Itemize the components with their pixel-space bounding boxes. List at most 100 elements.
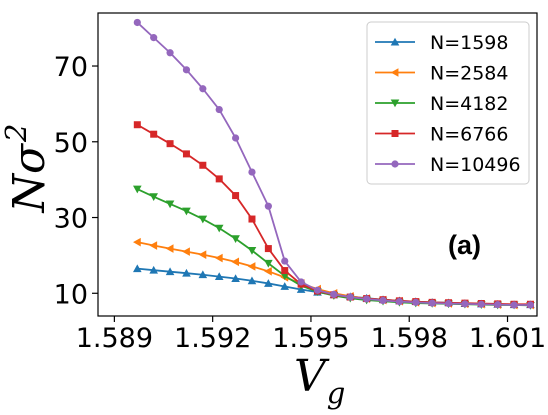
data-point-N=2584-8 <box>264 267 272 276</box>
legend-label: N=1598 <box>430 32 509 54</box>
data-point-N=4182-6 <box>231 235 240 244</box>
data-point-N=1598-0 <box>133 264 142 273</box>
y-tick-label: 70 <box>54 52 88 83</box>
data-point-N=6766-8 <box>264 245 272 253</box>
legend-label: N=10496 <box>430 154 521 176</box>
data-point-N=2584-1 <box>149 241 158 250</box>
data-point-N=10496-14 <box>363 295 371 303</box>
legend-swatch-marker <box>391 130 399 137</box>
data-point-N=1598-9 <box>280 282 290 290</box>
data-point-N=10496-21 <box>477 300 485 308</box>
data-point-N=10496-12 <box>330 290 338 299</box>
svg-text:Vg: Vg <box>294 351 345 410</box>
data-point-N=10496-6 <box>231 134 240 142</box>
data-point-N=4182-3 <box>182 207 191 216</box>
legend-swatch-marker <box>390 99 400 108</box>
data-point-N=6766-3 <box>182 150 190 158</box>
data-point-N=10496-1 <box>150 34 158 42</box>
y-tick-label: 10 <box>54 279 88 310</box>
data-point-N=10496-22 <box>494 301 502 309</box>
data-point-N=1598-2 <box>165 267 175 276</box>
data-point-N=1598-7 <box>247 276 257 285</box>
legend-label: N=2584 <box>430 63 509 85</box>
data-point-N=1598-4 <box>198 270 208 279</box>
data-point-N=10496-17 <box>412 298 420 306</box>
data-point-N=6766-2 <box>166 140 174 148</box>
data-point-N=4182-1 <box>149 193 158 201</box>
x-tick-label: 1.598 <box>371 323 448 354</box>
ticks-layer: 1.589 1.592 1.595 1.598 1.601 10 30 50 70 <box>54 52 547 354</box>
data-point-N=10496-8 <box>264 202 272 210</box>
data-point-N=1598-8 <box>264 279 273 287</box>
y-axis-label-superscript: 2 <box>0 124 33 143</box>
y-tick-label: 50 <box>54 128 88 159</box>
data-point-N=6766-7 <box>248 215 256 223</box>
svg-text:Nσ2: Nσ2 <box>0 124 55 214</box>
x-axis-label-subscript: g <box>327 376 346 410</box>
legend: N=1598 N=2584 N=4182 N=6766 N=10496 <box>366 21 530 185</box>
legend-item-N=2584: N=2584 <box>375 63 509 85</box>
legend-item-N=10496: N=10496 <box>375 154 521 176</box>
data-point-N=4182-5 <box>214 224 224 233</box>
data-point-N=6766-6 <box>232 192 240 200</box>
legend-label: N=4182 <box>430 93 509 115</box>
data-point-N=1598-6 <box>231 274 240 282</box>
series-N=1598 <box>133 264 535 309</box>
data-point-N=4182-0 <box>133 185 142 194</box>
data-point-N=4182-7 <box>247 247 257 255</box>
data-point-N=2584-5 <box>214 253 223 263</box>
data-point-N=10496-15 <box>379 296 387 305</box>
annotation-label: (a) <box>448 230 481 260</box>
legend-swatch-marker <box>391 160 399 168</box>
data-point-N=1598-1 <box>149 265 158 274</box>
series-N=10496 <box>133 18 535 309</box>
data-point-N=10496-0 <box>133 18 141 27</box>
data-point-N=2584-6 <box>231 257 240 267</box>
data-point-N=2584-4 <box>198 250 207 259</box>
y-axis-label: Nσ2 <box>0 124 55 214</box>
x-tick-label: 1.595 <box>272 323 349 354</box>
x-tick-label: 1.601 <box>469 323 546 354</box>
data-point-N=10496-9 <box>281 257 289 265</box>
data-point-N=6766-0 <box>133 121 141 129</box>
legend-swatch-marker <box>390 68 399 77</box>
data-point-N=10496-4 <box>199 85 207 93</box>
data-point-N=10496-3 <box>182 66 191 74</box>
x-tick-label: 1.592 <box>174 323 251 354</box>
data-point-N=10496-2 <box>166 49 174 57</box>
data-point-N=4182-4 <box>198 215 208 224</box>
plot-frame <box>97 12 538 317</box>
legend-item-N=6766: N=6766 <box>375 124 509 146</box>
data-point-N=4182-2 <box>165 200 175 209</box>
x-axis-label-main: V <box>294 351 330 402</box>
x-axis-label: Vg <box>294 351 345 410</box>
data-point-N=6766-4 <box>199 161 207 169</box>
data-point-N=1598-3 <box>182 268 191 277</box>
data-point-N=6766-1 <box>150 130 158 138</box>
data-point-N=10496-11 <box>313 286 322 294</box>
data-point-N=6766-9 <box>281 267 289 275</box>
data-point-N=1598-5 <box>214 272 224 281</box>
data-point-N=10496-23 <box>510 301 518 309</box>
legend-swatch-marker <box>390 37 400 46</box>
data-point-N=10496-13 <box>346 293 354 301</box>
data-point-N=2584-2 <box>165 244 174 253</box>
data-point-N=2584-7 <box>247 262 256 271</box>
data-point-N=6766-5 <box>215 175 223 183</box>
data-point-N=10496-7 <box>248 168 256 176</box>
y-axis-label-main: Nσ <box>4 142 55 214</box>
x-tick-label: 1.589 <box>76 323 153 354</box>
data-point-N=10496-20 <box>461 300 469 308</box>
data-point-N=10496-10 <box>297 278 305 286</box>
y-tick-label: 30 <box>54 204 88 235</box>
data-point-N=10496-18 <box>428 299 436 307</box>
data-point-N=10496-19 <box>444 299 453 308</box>
data-point-N=4182-9 <box>280 272 290 281</box>
legend-label: N=6766 <box>430 124 509 146</box>
data-point-N=2584-3 <box>182 247 190 256</box>
data-point-N=2584-0 <box>133 237 141 247</box>
data-point-N=4182-8 <box>264 259 273 268</box>
data-point-N=10496-24 <box>526 301 535 309</box>
data-point-N=10496-16 <box>395 298 404 306</box>
